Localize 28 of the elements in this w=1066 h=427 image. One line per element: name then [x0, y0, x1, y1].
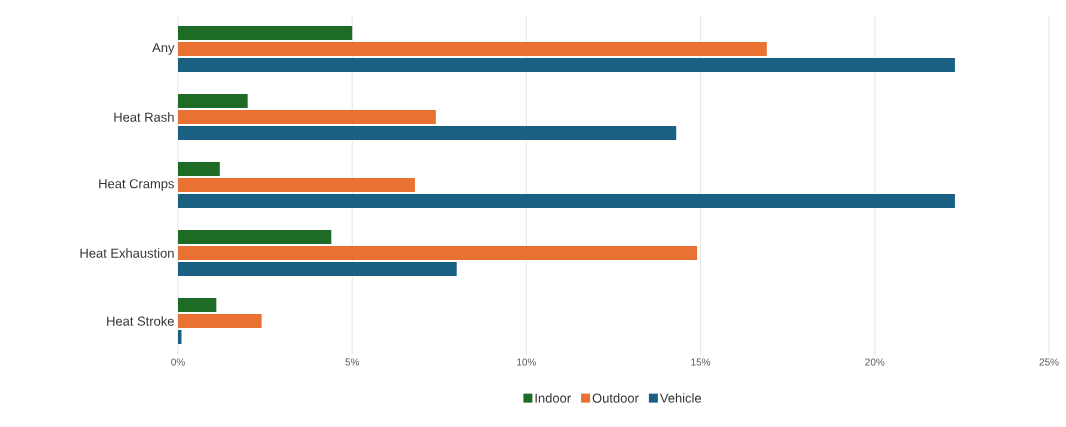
y-tick-label: Any	[152, 43, 175, 55]
legend-label: Indoor	[535, 393, 571, 403]
bar	[178, 262, 457, 276]
bar	[178, 298, 217, 312]
x-tick-label: 15%	[691, 358, 711, 366]
x-tick-label: 10%	[517, 358, 537, 366]
bar	[178, 94, 248, 108]
bar	[178, 110, 436, 124]
y-tick-label: Heat Rash	[114, 112, 174, 122]
bar	[178, 126, 677, 140]
legend-label: Vehicle	[659, 393, 702, 403]
x-tick-label: 20%	[865, 358, 885, 366]
x-tick-label: 0%	[171, 358, 185, 366]
y-tick-label: Heat Cramps	[99, 179, 174, 191]
y-tick-label: Heat Exhaustion	[80, 248, 174, 258]
x-tick-label: 5%	[345, 358, 360, 366]
x-tick-label: 25%	[1039, 358, 1059, 366]
bar	[178, 246, 698, 260]
legend-label: Outdoor	[592, 393, 639, 403]
bar	[178, 178, 415, 192]
bar	[178, 162, 220, 176]
bar	[178, 42, 767, 56]
bar	[178, 314, 262, 328]
bar	[178, 26, 353, 40]
bar	[178, 230, 332, 244]
bar	[178, 194, 955, 208]
y-tick-label: Heat Stroke	[107, 316, 174, 326]
bar	[178, 58, 955, 72]
